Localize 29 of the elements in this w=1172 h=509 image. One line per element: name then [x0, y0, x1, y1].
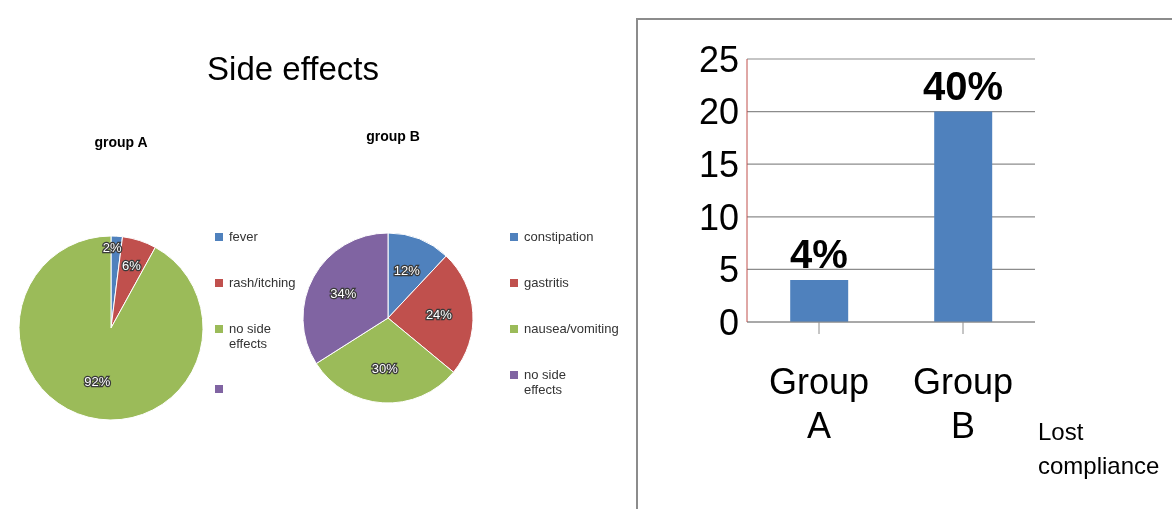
y-tick-label: 20	[698, 91, 739, 133]
legend-label: gastritis	[524, 275, 569, 290]
y-tick-label: 5	[718, 249, 739, 291]
data-label: 34%	[330, 285, 357, 301]
y-tick-label: 25	[698, 38, 739, 80]
chart-title: Side effects	[206, 50, 380, 88]
annotation: 40%	[922, 63, 1004, 108]
x-axis-title: Lost compliance	[1038, 417, 1161, 481]
data-label: 12%	[393, 263, 421, 279]
legend-label: no side effects	[524, 367, 567, 397]
data-label: 92%	[84, 373, 111, 389]
annotation: 4%	[790, 231, 848, 276]
legend-label: constipation	[524, 229, 594, 244]
chart-title: group B	[365, 128, 421, 144]
data-label: 24%	[425, 307, 453, 323]
y-tick-label: 0	[718, 301, 739, 343]
data-label: 30%	[371, 361, 399, 377]
legend-label: no side effects	[229, 321, 272, 351]
data-label: 6%	[122, 257, 142, 273]
data-label: 2%	[102, 239, 122, 255]
y-tick-label: 10	[698, 196, 739, 238]
x-tick-label: Group A	[768, 361, 870, 446]
pie-slice	[18, 235, 204, 421]
legend-label: fever	[229, 229, 258, 244]
legend-label: rash/itching	[229, 275, 296, 290]
legend-label: nausea/vomiting	[524, 321, 619, 336]
x-tick-label: Group B	[912, 361, 1014, 446]
y-tick-label: 15	[698, 143, 739, 185]
chart-subtitle: group A	[93, 134, 149, 150]
